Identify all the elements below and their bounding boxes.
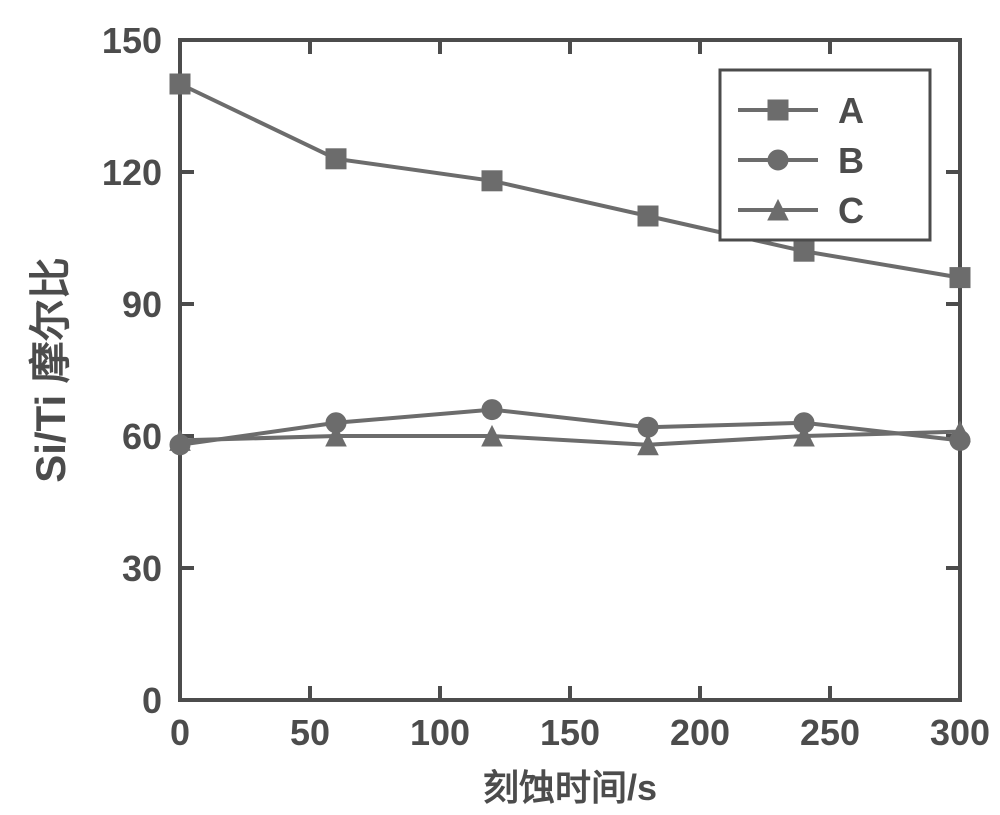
x-tick-label: 200	[670, 712, 730, 753]
legend: ABC	[720, 70, 930, 240]
legend-box	[720, 70, 930, 240]
marker-square	[950, 268, 970, 288]
y-tick-label: 30	[122, 548, 162, 589]
x-tick-label: 0	[170, 712, 190, 753]
y-tick-label: 120	[102, 152, 162, 193]
legend-label-B: B	[838, 140, 864, 181]
x-tick-label: 300	[930, 712, 990, 753]
x-tick-label: 100	[410, 712, 470, 753]
marker-square	[482, 171, 502, 191]
y-axis-title-group: Si/Ti 摩尔比	[27, 257, 74, 483]
marker-circle	[768, 150, 788, 170]
line-chart: 0 50 100 150 200 250 300 0 30 60 90 120 150 刻蚀时间/s Si/…	[0, 0, 1000, 815]
x-axis-title: 刻蚀时间/s	[483, 767, 657, 808]
x-tick-label: 150	[540, 712, 600, 753]
series-B	[170, 400, 970, 455]
y-axis-title: Si/Ti 摩尔比	[27, 257, 74, 483]
y-tick-label: 150	[102, 20, 162, 61]
x-tick-label: 50	[290, 712, 330, 753]
series-line-C	[180, 432, 960, 445]
chart-container: 0 50 100 150 200 250 300 0 30 60 90 120 150 刻蚀时间/s Si/…	[0, 0, 1000, 815]
marker-square	[794, 241, 814, 261]
marker-square	[768, 100, 788, 120]
marker-circle	[482, 400, 502, 420]
marker-square	[638, 206, 658, 226]
marker-square	[326, 149, 346, 169]
y-tick-label: 60	[122, 416, 162, 457]
y-tick-label: 0	[142, 680, 162, 721]
y-tick-label: 90	[122, 284, 162, 325]
x-tick-label: 250	[800, 712, 860, 753]
marker-square	[170, 74, 190, 94]
legend-label-A: A	[838, 90, 864, 131]
legend-label-C: C	[838, 190, 864, 231]
